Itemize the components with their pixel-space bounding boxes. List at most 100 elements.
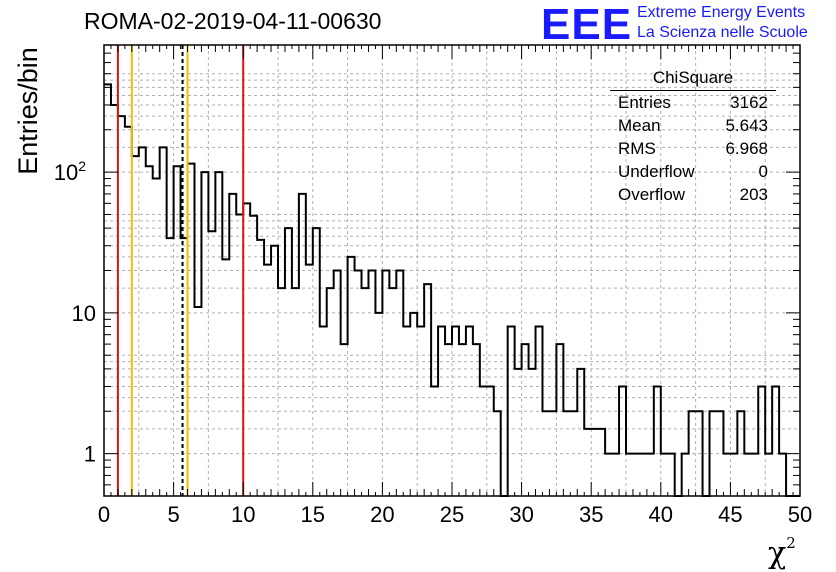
histogram-outline bbox=[104, 83, 800, 497]
histogram-bin bbox=[682, 454, 689, 496]
histogram-bin bbox=[577, 369, 584, 496]
histogram-bin bbox=[403, 327, 410, 496]
histogram-bin bbox=[285, 228, 292, 496]
histogram-bin bbox=[529, 369, 536, 496]
histogram-bin bbox=[730, 454, 737, 496]
histogram-bin bbox=[355, 271, 362, 497]
histogram-bin bbox=[229, 194, 236, 496]
histogram-bin bbox=[563, 411, 570, 496]
y-axis-label: Entries/bin bbox=[13, 47, 43, 175]
x-tick-label: 15 bbox=[301, 502, 325, 527]
stats-row-overflow: Overflow 203 bbox=[610, 183, 776, 206]
logo-tagline-1: Extreme Energy Events bbox=[637, 4, 806, 21]
histogram-bin bbox=[640, 454, 647, 496]
histogram-bin bbox=[765, 454, 772, 496]
histogram-bin bbox=[320, 327, 327, 496]
histogram-bin bbox=[208, 231, 215, 496]
histogram-bin bbox=[431, 386, 438, 496]
histogram-bin bbox=[215, 172, 222, 496]
x-axis-label-symbol: χ bbox=[768, 536, 787, 571]
x-tick-label: 20 bbox=[370, 502, 394, 527]
histogram-bin bbox=[744, 454, 751, 496]
x-tick-label: 30 bbox=[509, 502, 533, 527]
histogram-bin bbox=[306, 265, 313, 496]
histogram-bin bbox=[438, 327, 445, 496]
histogram-bin bbox=[188, 164, 195, 496]
histogram-bin bbox=[194, 307, 201, 496]
histogram-bin bbox=[111, 105, 118, 496]
histogram-bin bbox=[549, 411, 556, 496]
histogram-bin bbox=[174, 166, 181, 496]
histogram-bin bbox=[424, 284, 431, 496]
histogram-bin bbox=[243, 203, 250, 496]
stats-label: Entries bbox=[618, 93, 671, 112]
histogram-bin bbox=[612, 454, 619, 496]
histogram-bin bbox=[445, 344, 452, 496]
histogram-bin bbox=[779, 454, 786, 496]
stats-row-entries: Entries 3162 bbox=[610, 91, 776, 114]
histogram-bin bbox=[167, 238, 174, 496]
stats-value: 6.968 bbox=[725, 139, 768, 158]
histogram-bin bbox=[654, 386, 661, 496]
histogram-bin bbox=[508, 327, 515, 496]
histogram-bin bbox=[758, 386, 765, 496]
histogram-bin bbox=[132, 156, 139, 496]
histogram-bin bbox=[153, 179, 160, 496]
histogram-bin bbox=[271, 246, 278, 496]
histogram-bin bbox=[487, 386, 494, 496]
histogram-bin bbox=[584, 429, 591, 496]
x-tick-label: 25 bbox=[440, 502, 464, 527]
y-tick-label: 10 bbox=[72, 301, 96, 326]
histogram-bin bbox=[522, 344, 529, 496]
histogram-bin bbox=[410, 313, 417, 496]
histogram-bin bbox=[292, 288, 299, 496]
histogram-bin bbox=[591, 429, 598, 496]
x-axis-label: χ2 bbox=[768, 534, 796, 571]
histogram-bin bbox=[772, 386, 779, 496]
histogram-bin bbox=[466, 327, 473, 496]
x-tick-label: 5 bbox=[167, 502, 179, 527]
histogram-bin bbox=[452, 327, 459, 496]
histogram-bin bbox=[396, 271, 403, 497]
histogram-bin bbox=[334, 271, 341, 497]
stats-row-mean: Mean 5.643 bbox=[610, 114, 776, 137]
histogram-bin bbox=[417, 327, 424, 496]
x-tick-label: 45 bbox=[718, 502, 742, 527]
histogram-bin bbox=[257, 240, 264, 496]
histogram-bin bbox=[696, 411, 703, 496]
histogram-bin bbox=[368, 271, 375, 497]
histogram-bin bbox=[626, 454, 633, 496]
histogram-bin bbox=[459, 344, 466, 496]
chart-title: ROMA-02-2019-04-11-00630 bbox=[84, 8, 382, 34]
histogram-bin bbox=[146, 166, 153, 496]
histogram-bin bbox=[375, 313, 382, 496]
x-tick-label: 0 bbox=[98, 502, 110, 527]
stats-label: Overflow bbox=[618, 185, 686, 204]
histogram-bin bbox=[104, 84, 111, 496]
histogram-bin bbox=[341, 344, 348, 496]
histogram-bin bbox=[327, 288, 334, 496]
histogram-bin bbox=[236, 214, 243, 496]
histogram-bin bbox=[515, 369, 522, 496]
histogram-bin bbox=[473, 344, 480, 496]
stats-value: 203 bbox=[739, 185, 768, 204]
histogram-bin bbox=[619, 386, 626, 496]
histogram-bin bbox=[716, 411, 723, 496]
eee-logo: EEE bbox=[541, 0, 633, 49]
histogram-bin bbox=[647, 454, 654, 496]
y-tick-label: 102 bbox=[54, 158, 86, 185]
histogram-bin bbox=[222, 259, 229, 496]
histogram-bin bbox=[160, 147, 167, 496]
y-tick-label: 1 bbox=[84, 442, 96, 467]
x-axis-label-superscript: 2 bbox=[786, 534, 796, 552]
x-tick-label: 10 bbox=[231, 502, 255, 527]
histogram-bin bbox=[751, 454, 758, 496]
histogram-bin bbox=[125, 127, 132, 496]
stats-value: 0 bbox=[758, 162, 768, 181]
logo-tagline-2: La Scienza nelle Scuole bbox=[637, 24, 808, 41]
histogram-bin bbox=[661, 454, 668, 496]
x-tick-label: 35 bbox=[579, 502, 603, 527]
stats-row-rms: RMS 6.968 bbox=[610, 137, 776, 160]
stats-title: ChiSquare bbox=[610, 66, 776, 91]
